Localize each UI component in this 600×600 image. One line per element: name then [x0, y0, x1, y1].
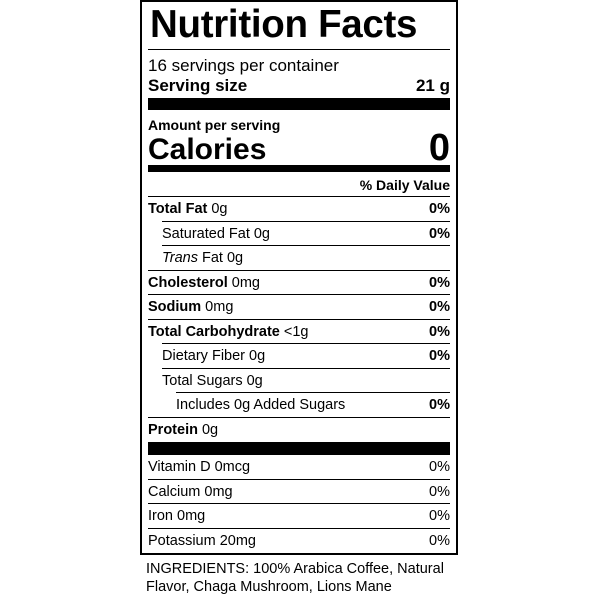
daily-value: 0% — [429, 323, 450, 340]
nutrient-name: Protein — [148, 421, 198, 438]
rule — [148, 416, 450, 418]
thick-rule — [148, 165, 450, 172]
rule — [148, 527, 450, 529]
nutrient-name: Total Fat — [148, 201, 208, 217]
calories-value: 0 — [428, 127, 450, 169]
daily-value: 0% — [429, 201, 450, 217]
thick-rule — [148, 98, 450, 110]
thick-rule — [148, 442, 450, 455]
nutrient-name: Total Sugars — [162, 372, 243, 389]
nutrient-name: Total Carbohydrate — [148, 323, 280, 340]
rule — [162, 220, 450, 222]
amount-per-serving: Amount per serving — [148, 117, 281, 133]
nutrient-row: Sodium 0mg 0% — [148, 294, 450, 319]
nutrient-amount: 0g — [246, 372, 263, 389]
nutrient-amount: 0g — [253, 225, 270, 242]
rule — [162, 367, 450, 369]
rule — [148, 196, 450, 197]
daily-value: 0% — [429, 225, 450, 242]
vitamin-name: Potassium 20mg — [148, 532, 256, 549]
ingredients: INGREDIENTS: 100% Arabica Coffee, Natura… — [146, 561, 444, 595]
nutrient-amount: 0mg — [205, 299, 234, 315]
daily-value: 0% — [429, 299, 450, 315]
daily-value-header: % Daily Value — [359, 177, 450, 193]
nutrient-row: Cholesterol 0mg 0% — [148, 269, 450, 295]
nutrient-amount: 0mg — [231, 274, 260, 291]
nutrient-row: Protein 0g — [148, 416, 450, 442]
daily-value: 0% — [429, 348, 450, 364]
rule — [176, 392, 450, 393]
nutrient-amount: 0g — [249, 348, 266, 364]
nutrient-name-italic: Trans — [162, 250, 198, 266]
rule — [148, 49, 450, 50]
nutrient-name: Fat — [202, 250, 223, 266]
nutrient-amount: 0g — [211, 201, 228, 217]
rule — [148, 318, 450, 320]
rule — [148, 269, 450, 271]
rule — [162, 245, 450, 246]
daily-value: 0% — [429, 397, 450, 413]
vitamin-row: Potassium 20mg 0% — [148, 527, 450, 553]
nutrient-name: Saturated Fat — [162, 225, 250, 242]
nutrient-row: Total Carbohydrate <1g 0% — [148, 318, 450, 344]
nutrient-row: Total Fat 0g 0% — [148, 197, 450, 221]
nutrient-name: Cholesterol — [148, 274, 228, 291]
nutrient-name: Dietary Fiber — [162, 348, 245, 364]
daily-value: 0% — [429, 459, 450, 475]
nutrient-amount: 0g — [226, 250, 244, 266]
nutrient-amount: 0g — [201, 421, 219, 438]
nutrient-name: Sodium — [148, 299, 202, 315]
nutrient-row: Dietary Fiber 0g 0% — [148, 343, 450, 368]
nutrient-row: Total Sugars 0g — [148, 367, 450, 393]
daily-value: 0% — [429, 532, 450, 549]
serving-size-value: 21 g — [415, 76, 450, 95]
serving-size-label: Serving size — [148, 76, 248, 95]
rule — [148, 503, 450, 504]
nutrient-row: Includes 0g Added Sugars 0% — [148, 392, 450, 417]
nutrient-amount: <1g — [283, 323, 309, 340]
rule — [148, 294, 450, 295]
vitamin-row: Vitamin D 0mcg 0% — [148, 455, 450, 479]
daily-value: 0% — [429, 508, 450, 524]
nutrient-row: Saturated Fat 0g 0% — [148, 220, 450, 246]
servings: 16 servings per container — [148, 56, 339, 75]
vitamin-name: Calcium 0mg — [148, 483, 233, 500]
vitamin-row: Calcium 0mg 0% — [148, 478, 450, 504]
rule — [148, 478, 450, 480]
vitamin-name: Vitamin D 0mcg — [148, 459, 251, 475]
daily-value: 0% — [429, 483, 450, 500]
title: Nutrition Facts — [150, 3, 418, 46]
calories-label: Calories — [148, 133, 267, 166]
vitamin-name: Iron 0mg — [148, 508, 206, 524]
nutrient-name: Includes 0g Added Sugars — [176, 397, 346, 413]
daily-value: 0% — [429, 274, 450, 291]
vitamin-row: Iron 0mg 0% — [148, 503, 450, 528]
nutrient-row: Trans Fat 0g — [148, 245, 450, 270]
label-border — [140, 0, 458, 555]
rule — [162, 343, 450, 344]
